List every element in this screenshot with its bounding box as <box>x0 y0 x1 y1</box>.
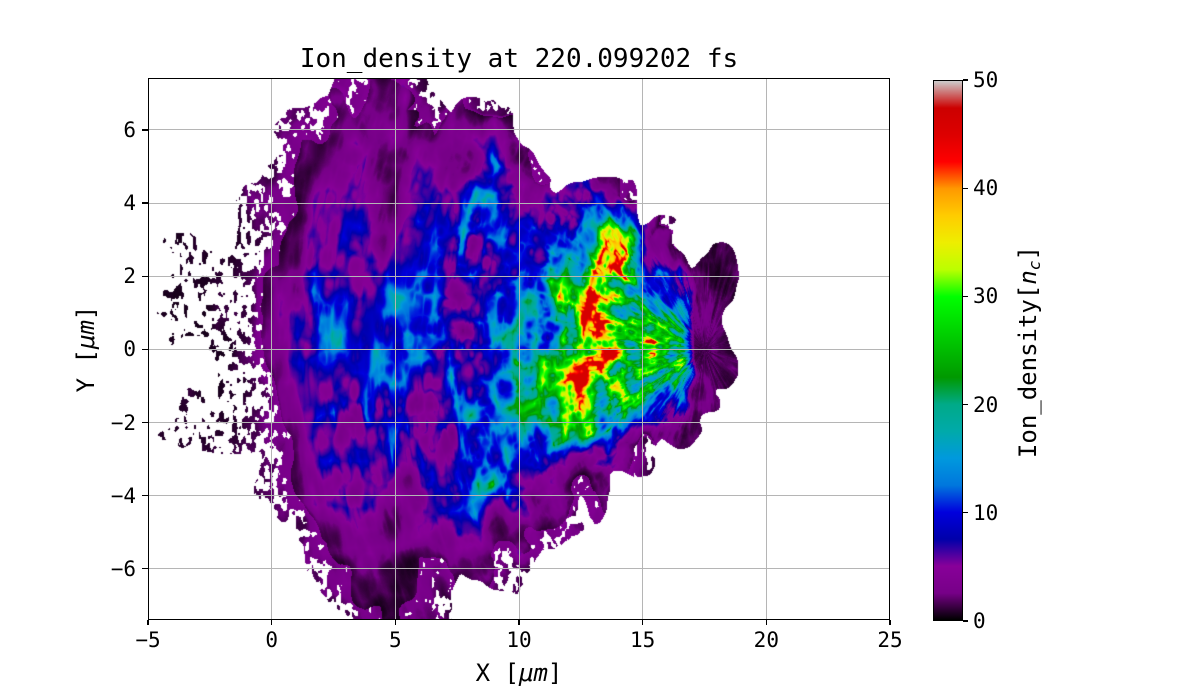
colorbar-tick-label: 40 <box>973 176 999 201</box>
colorbar-gradient <box>933 80 963 621</box>
grid-line-horizontal <box>148 348 890 350</box>
x-tick-mark <box>518 620 520 625</box>
grid-line-horizontal <box>148 568 890 570</box>
y-tick-mark <box>142 129 148 131</box>
x-axis-label-bracket-close: ] <box>547 659 563 687</box>
grid-line-horizontal <box>148 495 890 497</box>
y-tick-label: −2 <box>110 410 136 435</box>
colorbar-label-subscript: c <box>1025 260 1045 271</box>
colorbar-label: Ion_density[nc] <box>1014 202 1045 502</box>
colorbar-tick-label: 10 <box>973 500 999 525</box>
grid-line-horizontal <box>148 275 890 277</box>
x-axis-label-bracket-open: [ <box>490 659 519 687</box>
x-tick-label: 15 <box>630 628 656 652</box>
y-axis-label-bracket-open: [ <box>72 349 100 378</box>
colorbar-tick-mark <box>963 79 968 81</box>
axes-frame <box>148 78 890 620</box>
x-tick-label: 25 <box>877 628 903 652</box>
x-tick-mark <box>765 620 767 625</box>
x-axis-label: X [μm] <box>148 659 890 687</box>
y-tick-mark <box>142 348 148 350</box>
x-tick-mark <box>394 620 396 625</box>
x-tick-label: 20 <box>753 628 779 652</box>
x-tick-mark <box>271 620 273 625</box>
colorbar-label-var: n <box>1014 270 1042 285</box>
y-tick-mark <box>142 421 148 424</box>
y-tick-mark <box>142 568 148 570</box>
x-axis-label-unit: μm <box>519 659 548 687</box>
colorbar-tick-mark <box>963 620 968 622</box>
grid-line-horizontal <box>148 202 890 204</box>
y-axis-label: Y [μm] <box>72 279 100 419</box>
colorbar-label-prefix: Ion_density[ <box>1014 284 1042 459</box>
colorbar-tick-label: 30 <box>973 284 999 309</box>
x-tick-label: 5 <box>389 628 402 652</box>
y-axis-label-name: Y <box>72 377 100 393</box>
x-tick-label: −5 <box>135 628 161 652</box>
colorbar-tick-mark <box>963 295 968 297</box>
y-tick-mark <box>142 495 148 497</box>
colorbar-label-suffix: ] <box>1014 245 1042 261</box>
colorbar-tick-mark <box>963 404 968 406</box>
y-tick-label: −4 <box>110 483 136 508</box>
y-tick-label: 6 <box>123 117 136 142</box>
y-tick-label: 0 <box>123 337 136 362</box>
colorbar-tick-mark <box>963 512 968 514</box>
grid-line-horizontal <box>148 129 890 131</box>
colorbar-tick-label: 0 <box>973 609 986 633</box>
x-axis-label-name: X <box>475 659 491 687</box>
y-tick-mark <box>142 202 148 204</box>
colorbar-tick-label: 20 <box>973 392 999 417</box>
y-tick-label: 4 <box>123 191 136 216</box>
plot-area <box>148 78 890 620</box>
colorbar-tick-mark <box>963 187 968 189</box>
colorbar-tick-label: 50 <box>973 68 999 92</box>
y-tick-label: 2 <box>123 264 136 289</box>
y-axis-label-unit: μm <box>72 320 100 349</box>
x-tick-label: 10 <box>506 628 532 652</box>
x-tick-mark <box>147 620 149 625</box>
x-tick-mark <box>642 620 644 625</box>
y-tick-mark <box>142 275 148 277</box>
x-tick-label: 0 <box>265 628 278 652</box>
y-axis-label-bracket-close: ] <box>72 305 100 321</box>
x-tick-mark <box>889 620 891 625</box>
y-tick-label: −6 <box>110 556 136 581</box>
colorbar <box>933 80 963 621</box>
grid-line-horizontal <box>148 422 890 423</box>
plot-title: Ion_density at 220.099202 fs <box>299 44 739 74</box>
